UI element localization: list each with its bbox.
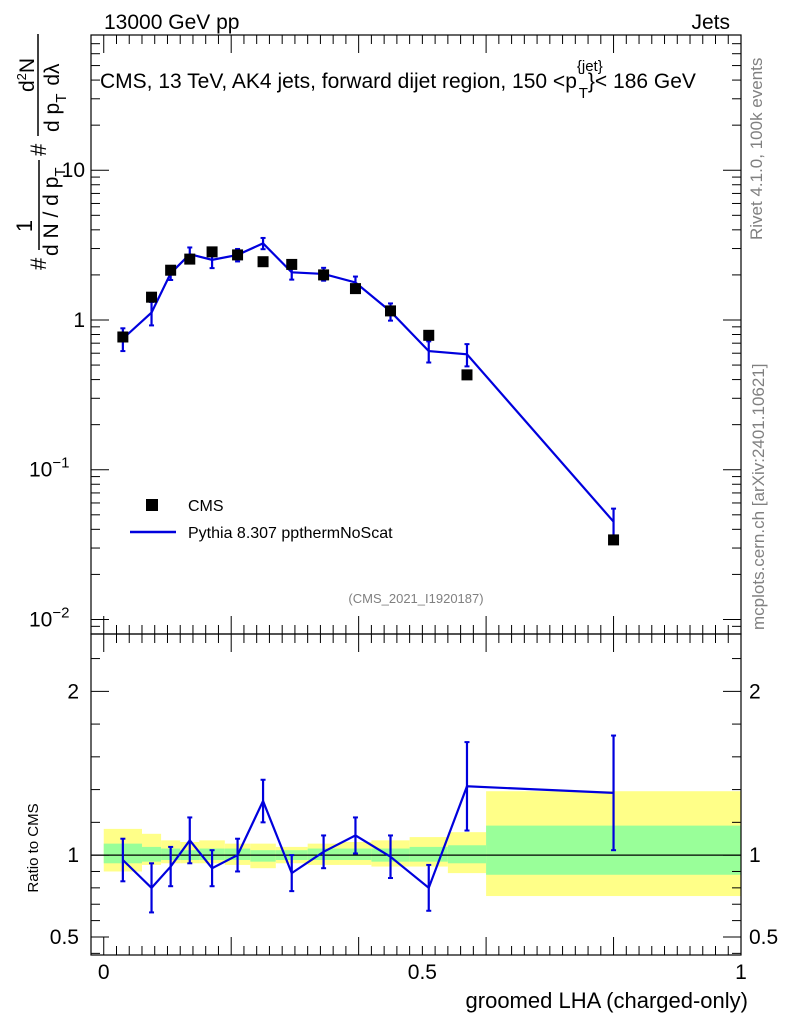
ratio-frame: [90, 633, 742, 956]
ratio-xtick-label: 0.5: [408, 961, 437, 984]
legend-label-cms: CMS: [188, 498, 224, 515]
cms-data-point: [165, 264, 177, 276]
ratio-xtick-label: 0: [98, 961, 110, 984]
ratio-ylabel: Ratio to CMS: [25, 803, 42, 892]
band-stat: [409, 846, 448, 862]
band-stat: [141, 846, 162, 862]
cms-data-point: [257, 256, 269, 268]
header-left: 13000 GeV pp: [104, 11, 239, 34]
ratio-ytick-label-right: 0.5: [749, 926, 778, 949]
cms-data-point: [349, 283, 361, 295]
cms-data-point: [117, 331, 129, 343]
watermark: (CMS_2021_I1920187): [348, 591, 483, 606]
cms-data-point: [461, 369, 473, 381]
ratio-xtick-label: 1: [735, 961, 747, 984]
svg-text:1: 1: [12, 220, 37, 232]
rivet-label: Rivet 4.1.0, 100k events: [747, 58, 766, 240]
main-ytick-label: 10−2: [29, 604, 69, 631]
main-ylabel: # 1 d N / d pT # d2N d pTdλ: [12, 34, 70, 270]
cms-data-point: [206, 246, 218, 258]
ratio-line-pythia: [122, 785, 614, 890]
header-right: Jets: [691, 11, 730, 34]
cms-data-point: [318, 269, 330, 281]
cms-data-point: [146, 291, 158, 303]
main-frame: [90, 34, 742, 635]
ratio-xlabel: groomed LHA (charged-only): [466, 988, 748, 1013]
cms-data-point: [232, 249, 244, 261]
cms-data-point: [608, 534, 620, 546]
cms-data-point: [286, 258, 298, 270]
cms-data-point: [385, 305, 397, 317]
main-ytick-label: 10: [62, 159, 85, 182]
mcplots-label: mcplots.cern.ch [arXiv:2401.10621]: [749, 364, 768, 630]
ratio-plot-area: [120, 734, 617, 914]
ratio-ytick-label-right: 1: [749, 844, 761, 867]
legend-marker-cms: [146, 499, 158, 511]
cms-data-point: [184, 253, 196, 265]
band-stat: [250, 850, 276, 862]
ratio-ytick-label-left: 1: [67, 844, 79, 867]
svg-text:d pTdλ: d pTdλ: [41, 63, 70, 132]
svg-text:#: #: [26, 257, 51, 270]
ratio-ytick-label-left: 0.5: [50, 926, 79, 949]
svg-text:d2N: d2N: [14, 58, 39, 92]
series-line-pythia: [122, 242, 615, 523]
legend: CMS Pythia 8.307 ppthermNoScat: [130, 498, 393, 542]
main-plot-area: [117, 236, 620, 546]
main-title: CMS, 13 TeV, AK4 jets, forward dijet reg…: [100, 58, 696, 102]
band-stat: [447, 845, 487, 864]
main-ytick-label: 10−1: [29, 455, 69, 482]
cms-data-point: [423, 329, 435, 341]
ratio-ytick-label-right: 2: [749, 680, 761, 703]
svg-text:d N / d pT: d N / d pT: [40, 167, 69, 256]
svg-text:#: #: [26, 143, 51, 156]
legend-label-pythia: Pythia 8.307 ppthermNoScat: [188, 525, 393, 542]
main-ytick-label: 1: [73, 309, 85, 332]
ratio-ytick-label-left: 2: [67, 680, 79, 703]
